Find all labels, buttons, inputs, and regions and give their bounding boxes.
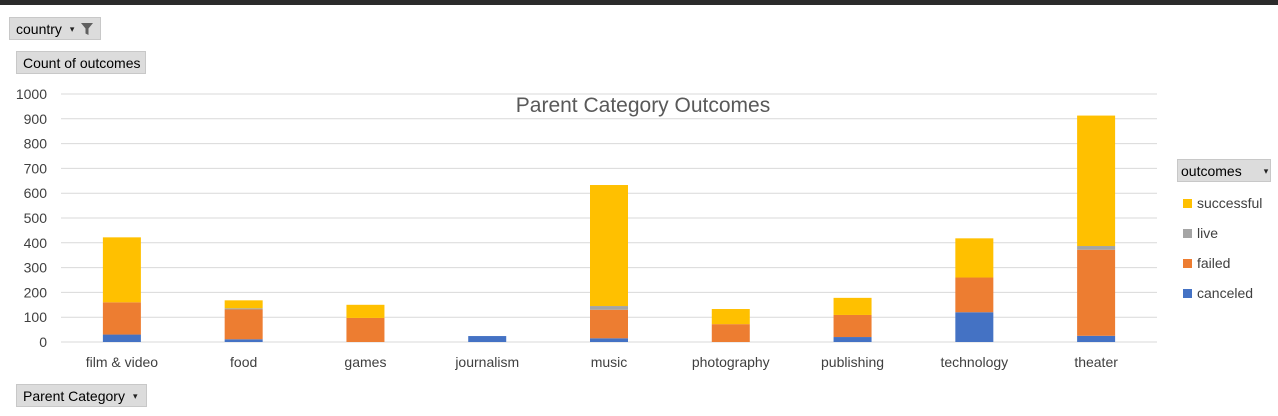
x-tick-label: film & video [86, 354, 159, 370]
bar-failed [224, 309, 263, 340]
y-tick-label: 500 [24, 210, 48, 226]
x-tick-label: games [344, 354, 386, 370]
y-axis-ticks: 0 100 200 300 400 500 600 700 800 900 1000 [16, 86, 47, 350]
x-tick-label: theater [1074, 354, 1118, 370]
legend-swatch [1183, 198, 1192, 208]
y-tick-label: 400 [24, 235, 48, 251]
country-filter-label: country [16, 21, 62, 37]
legend-swatch [1183, 258, 1192, 268]
y-tick-label: 1000 [16, 86, 47, 102]
legend-label: failed [1197, 255, 1231, 271]
bar-successful [711, 309, 750, 325]
bar-successful [590, 185, 628, 307]
legend-item-live: live [1183, 218, 1262, 248]
bar-canceled [224, 339, 263, 342]
bar-failed [590, 309, 628, 339]
y-tick-label: 100 [24, 309, 48, 325]
legend-item-failed: failed [1183, 248, 1262, 278]
x-tick-label: publishing [821, 354, 884, 370]
window-top-bar [0, 0, 1278, 5]
filter-funnel-icon [81, 23, 93, 35]
legend-label: live [1197, 225, 1219, 241]
outcomes-filter-label: outcomes [1181, 163, 1242, 179]
y-tick-label: 700 [24, 160, 48, 176]
chart-title: Parent Category Outcomes [516, 94, 770, 117]
x-axis-ticks: film & video food games journalism music phot… [86, 354, 1119, 370]
stacked-bar-chart: 0 100 200 300 400 500 600 700 800 900 1000 film & … [16, 86, 1157, 370]
count-of-outcomes-button[interactable]: Count of outcomes [16, 51, 146, 74]
country-filter-button[interactable]: country ▾ [9, 17, 101, 40]
bar-failed [1077, 249, 1116, 336]
bar-failed [711, 324, 750, 342]
bar-failed [955, 277, 994, 313]
bars [102, 115, 1116, 342]
x-tick-label: journalism [454, 354, 519, 370]
bar-successful [224, 300, 263, 309]
bar-canceled [102, 334, 141, 342]
bar-canceled [833, 337, 872, 342]
y-tick-label: 200 [24, 284, 48, 300]
x-tick-label: food [230, 354, 257, 370]
x-tick-label: photography [692, 354, 770, 370]
legend-item-canceled: canceled [1183, 278, 1262, 308]
bar-live [1077, 246, 1116, 250]
y-tick-label: 300 [24, 260, 48, 276]
bar-failed [833, 314, 872, 338]
bar-canceled [1077, 335, 1116, 342]
dropdown-icon: ▾ [132, 391, 138, 401]
dropdown-icon: ▾ [69, 24, 75, 34]
bar-failed [346, 317, 385, 342]
bar-live [224, 308, 263, 310]
outcomes-filter-button[interactable]: outcomes ▾ [1177, 159, 1271, 182]
bar-successful [102, 237, 141, 303]
bar-successful [346, 304, 385, 318]
y-tick-label: 900 [24, 111, 48, 127]
chart-legend: successful live failed canceled [1183, 188, 1262, 308]
y-tick-label: 600 [24, 185, 48, 201]
bar-canceled [468, 336, 507, 342]
y-tick-label: 0 [39, 334, 47, 350]
bar-canceled [955, 312, 994, 342]
parent-category-filter-button[interactable]: Parent Category ▾ [16, 384, 147, 407]
y-tick-label: 800 [24, 136, 48, 152]
bar-successful [1077, 115, 1116, 247]
legend-swatch [1183, 228, 1192, 238]
bar-successful [833, 297, 872, 315]
bar-failed [102, 302, 141, 335]
x-tick-label: music [591, 354, 628, 370]
bar-successful [955, 238, 994, 278]
bar-live [590, 306, 628, 310]
legend-label: successful [1197, 195, 1263, 211]
legend-label: canceled [1197, 285, 1254, 301]
legend-item-successful: successful [1183, 188, 1262, 218]
x-tick-label: technology [940, 354, 1008, 370]
count-of-outcomes-label: Count of outcomes [23, 55, 141, 71]
parent-category-label: Parent Category [23, 388, 125, 404]
legend-swatch [1183, 288, 1192, 298]
dropdown-icon: ▾ [1263, 166, 1269, 176]
bar-canceled [590, 338, 628, 342]
